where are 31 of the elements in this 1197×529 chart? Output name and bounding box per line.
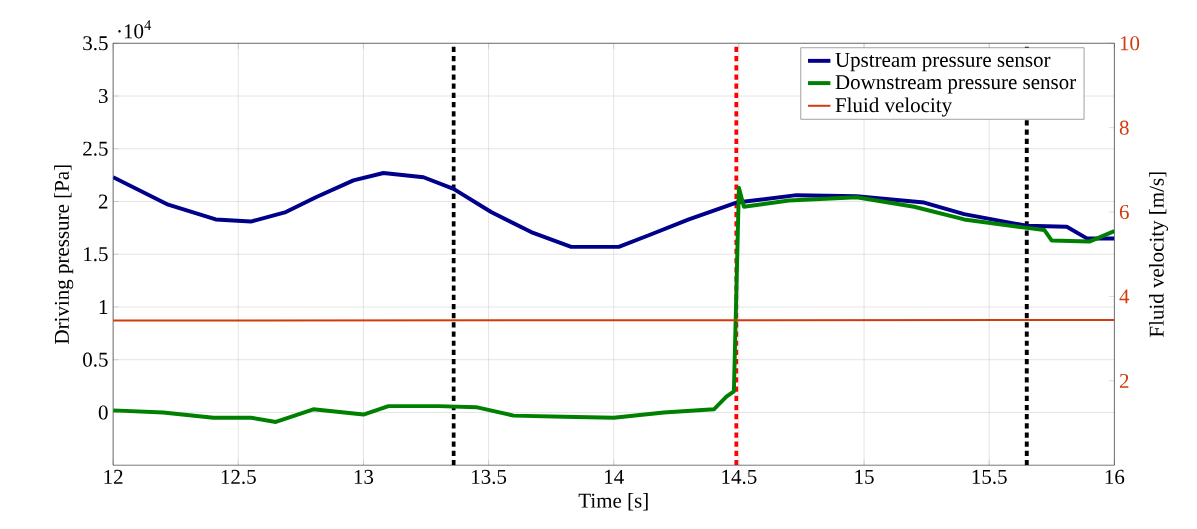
- y-tick-label: 3: [99, 88, 108, 103]
- x-axis-title: Time [s]: [578, 492, 648, 511]
- y2-tick-label: 4: [1119, 289, 1130, 304]
- y2-tick-label: 2: [1119, 373, 1129, 388]
- line-series: [113, 170, 1115, 249]
- line-series: [113, 185, 1115, 424]
- y-tick-label: 0: [98, 405, 108, 420]
- y2-tick-label: 10: [1120, 36, 1140, 51]
- y2-tick-label: 6: [1119, 204, 1129, 220]
- legend-label: Fluid velocity: [835, 97, 953, 117]
- y2-tick-label: 8: [1119, 120, 1129, 135]
- legend-label: Downstream pressure sensor: [835, 75, 1076, 94]
- x-tick-label: 15.5: [972, 469, 1007, 484]
- x-tick-label: 14.5: [722, 469, 757, 484]
- y-tick-label: 1: [99, 300, 108, 314]
- x-tick-label: 13: [354, 469, 374, 484]
- x-tick-label: 13.5: [472, 469, 507, 484]
- x-tick-label: 16: [1105, 469, 1125, 484]
- y-tick-label: 2.5: [83, 141, 108, 156]
- y-axis-title: Driving pressure [Pa]: [54, 165, 74, 344]
- x-tick-label: 14: [605, 469, 624, 484]
- x-tick-label: 15: [855, 469, 874, 484]
- y2-axis-title: Fluid velocity [m/s]: [1148, 172, 1169, 337]
- text: ·10$^{4}$: [118, 20, 152, 39]
- x-tick-label: 12.5: [221, 469, 256, 484]
- x-tick-label: 12: [104, 469, 123, 484]
- legend-label: Upstream pressure sensor: [835, 52, 1051, 72]
- y-tick-label: 1.5: [84, 247, 108, 262]
- y-tick-label: 0.5: [83, 352, 108, 367]
- y-tick-label: 2: [98, 194, 108, 209]
- y-tick-label: 3.5: [83, 36, 108, 51]
